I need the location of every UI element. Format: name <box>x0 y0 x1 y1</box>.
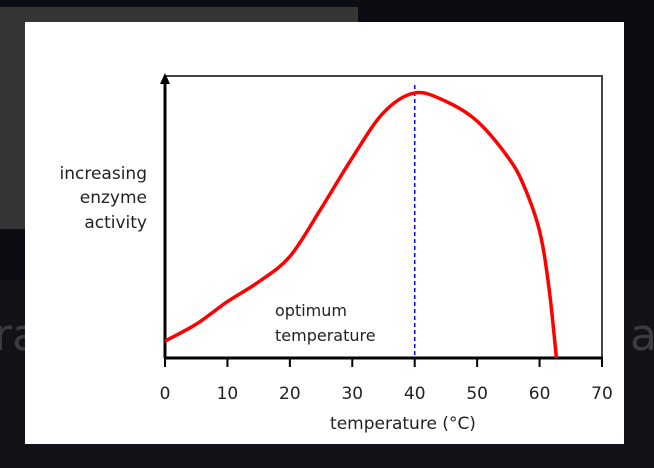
optimum-label-line-2: temperature <box>275 326 376 345</box>
chart-image: 0 10 20 30 40 50 60 70 optimum temperature incr… <box>25 22 624 444</box>
x-tick-label: 20 <box>279 384 301 404</box>
enzyme-activity-chart: 0 10 20 30 40 50 60 70 optimum temperature incr… <box>60 73 613 434</box>
x-tick-label: 60 <box>529 384 551 404</box>
optimum-label-line-1: optimum <box>275 301 347 320</box>
x-tick-label: 50 <box>466 384 488 404</box>
x-tick-label: 40 <box>404 384 426 404</box>
x-axis-label: temperature (°C) <box>330 414 476 434</box>
y-label-line-3: activity <box>84 213 147 233</box>
y-label-line-2: enzyme <box>80 188 147 208</box>
x-tick-label: 10 <box>217 384 239 404</box>
y-axis-arrow-icon <box>160 73 170 84</box>
x-tick-label: 0 <box>160 384 171 404</box>
y-label-line-1: increasing <box>60 164 147 184</box>
x-tick-label: 70 <box>591 384 613 404</box>
background-text-right: a <box>630 310 654 361</box>
x-tick-label: 30 <box>341 384 363 404</box>
activity-curve <box>164 90 559 359</box>
